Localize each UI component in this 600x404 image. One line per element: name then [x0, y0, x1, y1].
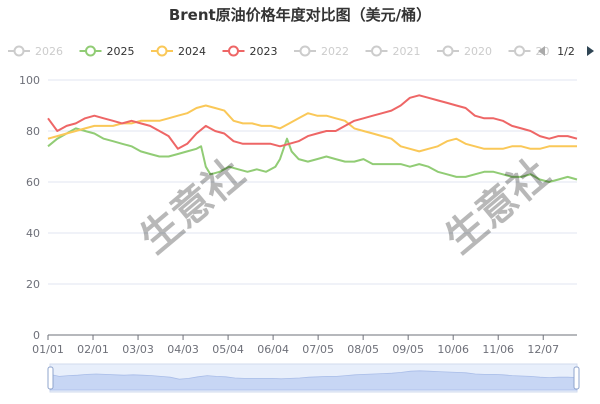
x-tick-label: 11/06 [482, 343, 514, 356]
legend: 202620252024202320222021202020 [8, 45, 550, 58]
x-tick-label: 04/03 [167, 343, 199, 356]
legend-item-2025[interactable]: 2025 [79, 45, 135, 58]
series-group [47, 94, 578, 183]
datazoom-handle-right[interactable] [573, 366, 580, 390]
y-tick-label: 40 [26, 227, 40, 240]
x-tick-label: 05/04 [212, 343, 244, 356]
legend-circle-icon [228, 45, 239, 57]
watermarks: 生意社 生意社 [132, 150, 558, 262]
y-tick-label: 60 [26, 176, 40, 189]
x-tick-label: 12/07 [527, 343, 559, 356]
series-line-2023 [47, 94, 578, 150]
x-tick-label: 01/01 [32, 343, 64, 356]
legend-item-2024[interactable]: 2024 [151, 45, 206, 58]
legend-item-2023[interactable]: 2023 [222, 45, 278, 58]
legend-item-2022[interactable]: 2022 [294, 45, 349, 58]
x-axis: 01/01 02/01 03/03 04/03 05/04 06/04 07/05 08/05… [32, 334, 577, 356]
legend-prev-icon[interactable] [538, 46, 545, 56]
x-tick-label: 02/01 [77, 343, 109, 356]
series-line-2025 [47, 127, 578, 183]
legend-label: 2026 [35, 45, 63, 58]
legend-circle-icon [85, 45, 96, 57]
y-tick-label: 100 [19, 74, 40, 87]
legend-label: 2020 [464, 45, 492, 58]
legend-pager: 1/2 [538, 45, 594, 58]
legend-item-2021[interactable]: 2021 [365, 45, 421, 58]
legend-label: 2021 [393, 45, 421, 58]
x-tick-label: 08/05 [347, 343, 379, 356]
x-tick-label: 03/03 [122, 343, 154, 356]
legend-circle-icon [371, 45, 382, 57]
y-axis: 0 20 40 60 80 100 [19, 74, 40, 342]
legend-circle-icon [514, 45, 525, 57]
y-tick-label: 20 [26, 278, 40, 291]
legend-circle-icon [442, 45, 454, 57]
y-tick-label: 0 [33, 329, 40, 342]
legend-next-icon[interactable] [587, 46, 594, 56]
watermark-right: 生意社 [437, 150, 558, 262]
datazoom-handle-left[interactable] [47, 366, 54, 390]
chart-title: Brent原油价格年度对比图（美元/桶） [169, 6, 431, 24]
legend-page-label: 1/2 [557, 45, 575, 58]
watermark-left: 生意社 [132, 150, 253, 262]
legend-item-2020[interactable]: 2020 [437, 45, 492, 58]
legend-item-2026[interactable]: 2026 [8, 45, 63, 58]
legend-circle-icon [13, 45, 25, 57]
legend-label: 2023 [250, 45, 278, 58]
legend-label: 2025 [107, 45, 135, 58]
legend-label: 2022 [321, 45, 349, 58]
legend-circle-icon [299, 45, 311, 57]
x-tick-label: 07/05 [302, 343, 334, 356]
legend-circle-icon [156, 45, 168, 57]
datazoom-preview [49, 370, 578, 391]
legend-label: 2024 [178, 45, 206, 58]
y-tick-label: 80 [26, 125, 40, 138]
x-tick-label: 06/04 [257, 343, 289, 356]
datazoom-slider[interactable] [47, 363, 580, 393]
x-tick-label: 09/05 [392, 343, 424, 356]
x-tick-label: 10/06 [437, 343, 469, 356]
